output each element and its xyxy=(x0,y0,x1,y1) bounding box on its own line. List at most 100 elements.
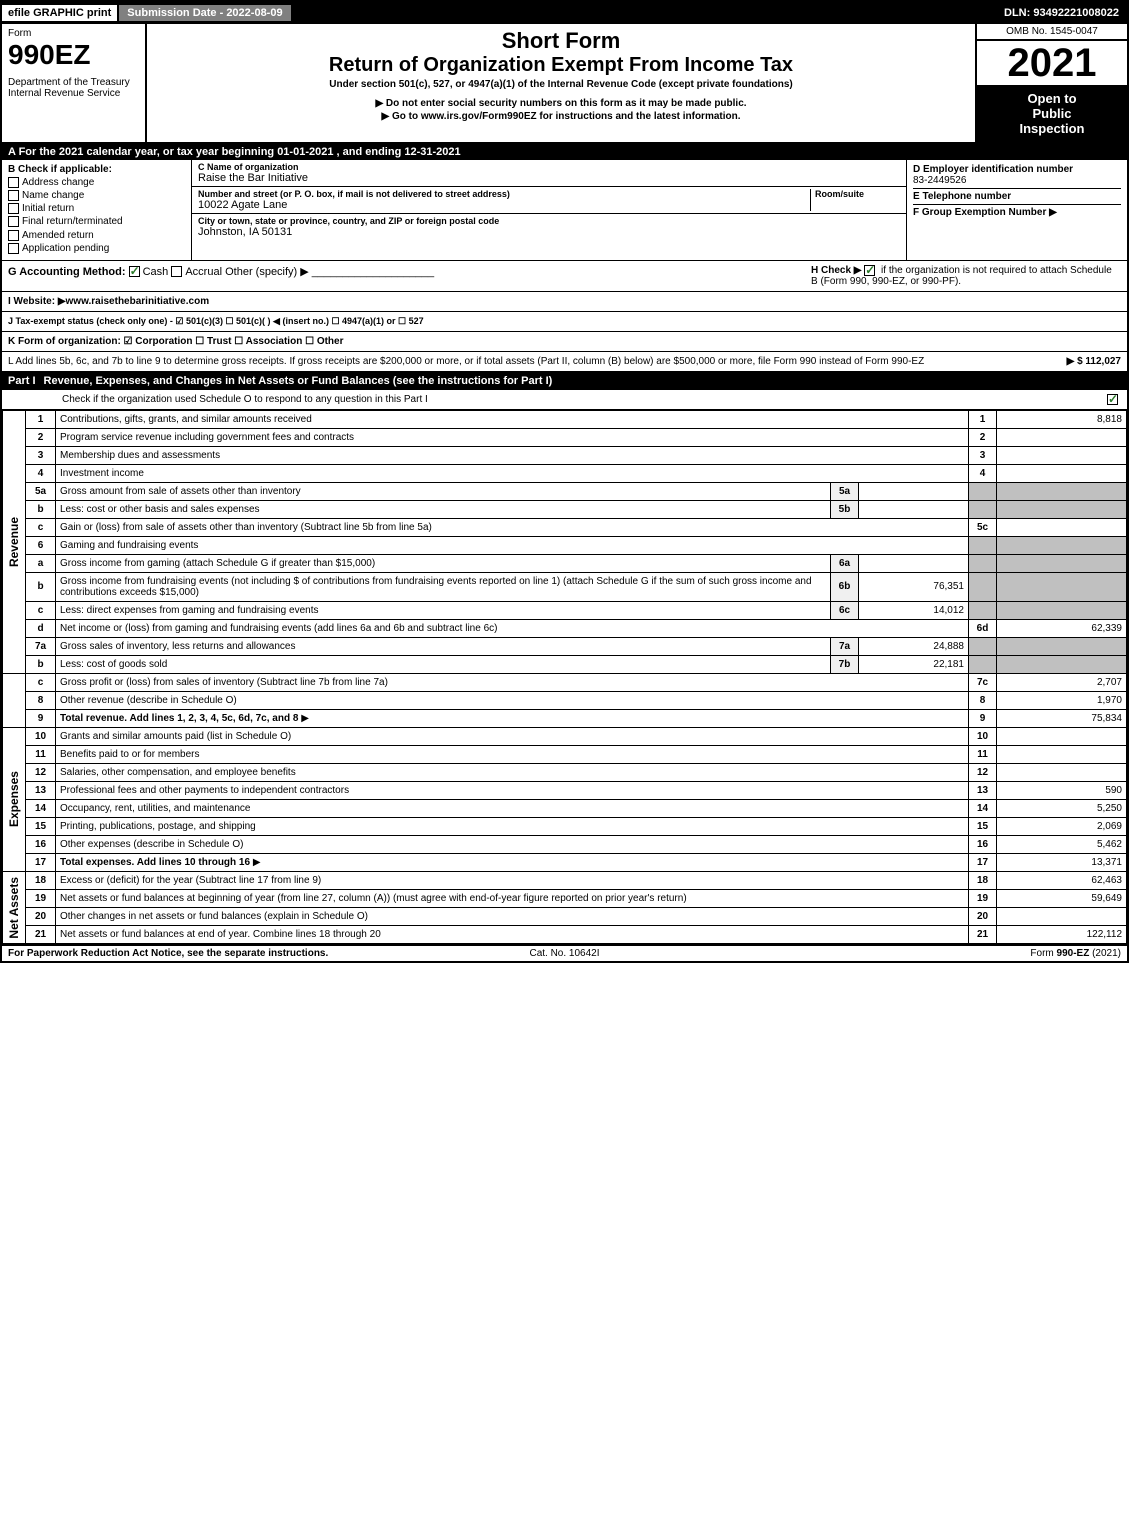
line-6d: Net income or (loss) from gaming and fun… xyxy=(60,623,497,634)
ein-label: D Employer identification number xyxy=(913,164,1121,175)
chk-name-change[interactable]: Name change xyxy=(8,190,185,201)
chk-accrual[interactable] xyxy=(171,266,182,277)
line-5a: Gross amount from sale of assets other t… xyxy=(60,486,301,497)
val-9: 75,834 xyxy=(997,709,1127,727)
line-4: Investment income xyxy=(60,468,144,479)
row-h: H Check ▶ if the organization is not req… xyxy=(811,265,1121,287)
val-7c: 2,707 xyxy=(997,673,1127,691)
footer-left: For Paperwork Reduction Act Notice, see … xyxy=(8,948,379,959)
header-right: OMB No. 1545-0047 2021 Open to Public In… xyxy=(977,24,1127,142)
row-l-text: L Add lines 5b, 6c, and 7b to line 9 to … xyxy=(8,356,924,367)
part1-title: Revenue, Expenses, and Changes in Net As… xyxy=(44,375,1121,387)
line-6c: Less: direct expenses from gaming and fu… xyxy=(60,605,318,616)
room-label: Room/suite xyxy=(815,189,900,199)
val-8: 1,970 xyxy=(997,691,1127,709)
line-7b: Less: cost of goods sold xyxy=(60,659,167,670)
row-l: L Add lines 5b, 6c, and 7b to line 9 to … xyxy=(2,352,1127,372)
line-20: Other changes in net assets or fund bala… xyxy=(60,911,368,922)
goto-link[interactable]: ▶ Go to www.irs.gov/Form990EZ for instru… xyxy=(155,111,967,122)
line-14: Occupancy, rent, utilities, and maintena… xyxy=(60,803,250,814)
ein-value: 83-2449526 xyxy=(913,175,1121,186)
row-a-tax-year: A For the 2021 calendar year, or tax yea… xyxy=(2,144,1127,160)
header-left: Form 990EZ Department of the Treasury In… xyxy=(2,24,147,142)
org-name: Raise the Bar Initiative xyxy=(198,172,900,184)
form-container: efile GRAPHIC print Submission Date - 20… xyxy=(0,0,1129,963)
row-g: G Accounting Method: Cash Accrual Other … xyxy=(2,261,1127,292)
line-2: Program service revenue including govern… xyxy=(60,432,354,443)
val-6c: 14,012 xyxy=(859,601,969,619)
header-center: Short Form Return of Organization Exempt… xyxy=(147,24,977,142)
chk-address-change[interactable]: Address change xyxy=(8,177,185,188)
line-6: Gaming and fundraising events xyxy=(60,540,198,551)
val-6b: 76,351 xyxy=(859,572,969,601)
topbar: efile GRAPHIC print Submission Date - 20… xyxy=(2,2,1127,24)
row-l-amount: ▶ $ 112,027 xyxy=(1067,356,1121,367)
revenue-label: Revenue xyxy=(7,517,21,567)
tax-year: 2021 xyxy=(977,41,1127,85)
line-17: Total expenses. Add lines 10 through 16 xyxy=(60,857,250,868)
city-label: City or town, state or province, country… xyxy=(198,216,900,226)
col-c-org-info: C Name of organization Raise the Bar Ini… xyxy=(192,160,907,260)
chk-cash[interactable] xyxy=(129,266,140,277)
chk-final-return[interactable]: Final return/terminated xyxy=(8,216,185,227)
h-label: H Check ▶ xyxy=(811,265,861,276)
footer-right: Form 990-EZ (2021) xyxy=(750,948,1121,959)
org-name-label: C Name of organization xyxy=(198,162,900,172)
val-7b: 22,181 xyxy=(859,655,969,673)
part1-check-text: Check if the organization used Schedule … xyxy=(62,394,428,405)
line-5c: Gain or (loss) from sale of assets other… xyxy=(60,522,432,533)
open-line3: Inspection xyxy=(1019,121,1084,136)
line-7a: Gross sales of inventory, less returns a… xyxy=(60,641,295,652)
part1-label: Part I xyxy=(8,375,44,387)
chk-initial-return[interactable]: Initial return xyxy=(8,203,185,214)
chk-application-pending[interactable]: Application pending xyxy=(8,243,185,254)
ssn-warning: ▶ Do not enter social security numbers o… xyxy=(155,98,967,109)
expenses-label: Expenses xyxy=(7,771,21,827)
row-k-org: K Form of organization: ☑ Corporation ☐ … xyxy=(2,332,1127,352)
row-i-website[interactable]: I Website: ▶www.raisethebarinitiative.co… xyxy=(2,292,1127,312)
val-14: 5,250 xyxy=(997,799,1127,817)
row-j-status: J Tax-exempt status (check only one) - ☑… xyxy=(2,312,1127,332)
line-8: Other revenue (describe in Schedule O) xyxy=(60,695,237,706)
accounting-label: G Accounting Method: xyxy=(8,266,126,278)
line-19: Net assets or fund balances at beginning… xyxy=(60,893,687,904)
footer-mid: Cat. No. 10642I xyxy=(379,948,750,959)
chk-amended-return[interactable]: Amended return xyxy=(8,230,185,241)
val-16: 5,462 xyxy=(997,835,1127,853)
open-public-badge: Open to Public Inspection xyxy=(977,85,1127,142)
line-10: Grants and similar amounts paid (list in… xyxy=(60,731,291,742)
val-21: 122,112 xyxy=(997,925,1127,943)
line-3: Membership dues and assessments xyxy=(60,450,220,461)
footer: For Paperwork Reduction Act Notice, see … xyxy=(2,944,1127,961)
dln-number: DLN: 93492221008022 xyxy=(996,5,1127,21)
efile-print-label[interactable]: efile GRAPHIC print xyxy=(2,5,119,21)
line-9: Total revenue. Add lines 1, 2, 3, 4, 5c,… xyxy=(60,713,298,724)
val-1: 8,818 xyxy=(997,410,1127,428)
col-d-ids: D Employer identification number 83-2449… xyxy=(907,160,1127,260)
val-19: 59,649 xyxy=(997,889,1127,907)
form-label: Form xyxy=(8,28,139,39)
line-6b: Gross income from fundraising events (no… xyxy=(60,576,812,598)
line-12: Salaries, other compensation, and employ… xyxy=(60,767,296,778)
line-5b: Less: cost or other basis and sales expe… xyxy=(60,504,260,515)
form-number: 990EZ xyxy=(8,39,139,71)
org-city: Johnston, IA 50131 xyxy=(198,226,900,238)
chk-schedule-o[interactable] xyxy=(1107,394,1118,405)
val-6d: 62,339 xyxy=(997,619,1127,637)
org-address: 10022 Agate Lane xyxy=(198,199,810,211)
part1-check: Check if the organization used Schedule … xyxy=(2,390,1127,410)
tel-label: E Telephone number xyxy=(913,191,1121,202)
chk-schedule-b[interactable] xyxy=(864,265,875,276)
group-label: F Group Exemption Number ▶ xyxy=(913,207,1121,218)
part1-header: Part I Revenue, Expenses, and Changes in… xyxy=(2,372,1127,390)
other-specify: Other (specify) ▶ xyxy=(225,266,309,278)
line-16: Other expenses (describe in Schedule O) xyxy=(60,839,243,850)
col-b-checkboxes: B Check if applicable: Address change Na… xyxy=(2,160,192,260)
return-title: Return of Organization Exempt From Incom… xyxy=(155,54,967,77)
header-row: Form 990EZ Department of the Treasury In… xyxy=(2,24,1127,144)
short-form-label: Short Form xyxy=(155,28,967,54)
val-18: 62,463 xyxy=(997,871,1127,889)
line-7c: Gross profit or (loss) from sales of inv… xyxy=(60,677,388,688)
line-13: Professional fees and other payments to … xyxy=(60,785,349,796)
revenue-table: Revenue 1Contributions, gifts, grants, a… xyxy=(2,410,1127,944)
